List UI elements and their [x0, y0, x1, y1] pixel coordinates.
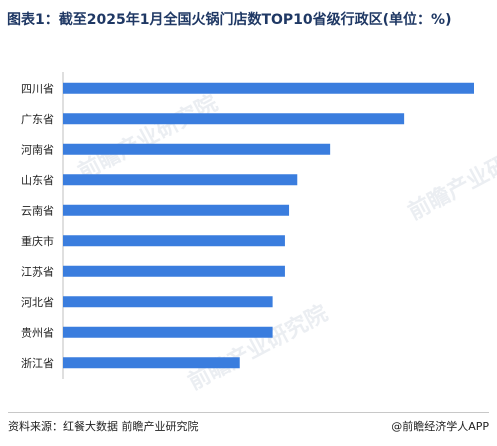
category-tick-label: 浙江省 — [21, 357, 54, 370]
bar — [63, 113, 405, 125]
bar — [63, 82, 474, 94]
category-tick-label: 河南省 — [21, 143, 54, 156]
category-tick-label: 江苏省 — [21, 265, 54, 278]
bar — [63, 296, 273, 308]
footer-divider — [8, 412, 489, 413]
category-tick-label: 贵州省 — [21, 326, 54, 339]
chart-title: 图表1：截至2025年1月全国火锅门店数TOP10省级行政区(单位：%) — [7, 12, 452, 28]
bar — [63, 265, 285, 277]
category-tick-label: 广东省 — [21, 113, 54, 126]
category-tick-label: 山东省 — [21, 174, 54, 187]
category-tick-label: 河北省 — [21, 296, 54, 309]
bar — [63, 326, 273, 338]
plot-area: 四川省广东省河南省山东省云南省重庆市江苏省河北省贵州省浙江省 — [0, 72, 497, 392]
brand-credit: @前瞻经济学人APP — [391, 420, 489, 433]
category-tick-label: 重庆市 — [21, 234, 54, 248]
bar — [63, 143, 331, 155]
bar — [63, 174, 298, 186]
source-note: 资料来源：红餐大数据 前瞻产业研究院 — [8, 420, 199, 433]
bar — [63, 357, 240, 369]
bar — [63, 235, 285, 247]
bar — [63, 204, 290, 216]
category-tick-label: 云南省 — [21, 204, 54, 217]
category-tick-label: 四川省 — [21, 82, 54, 95]
